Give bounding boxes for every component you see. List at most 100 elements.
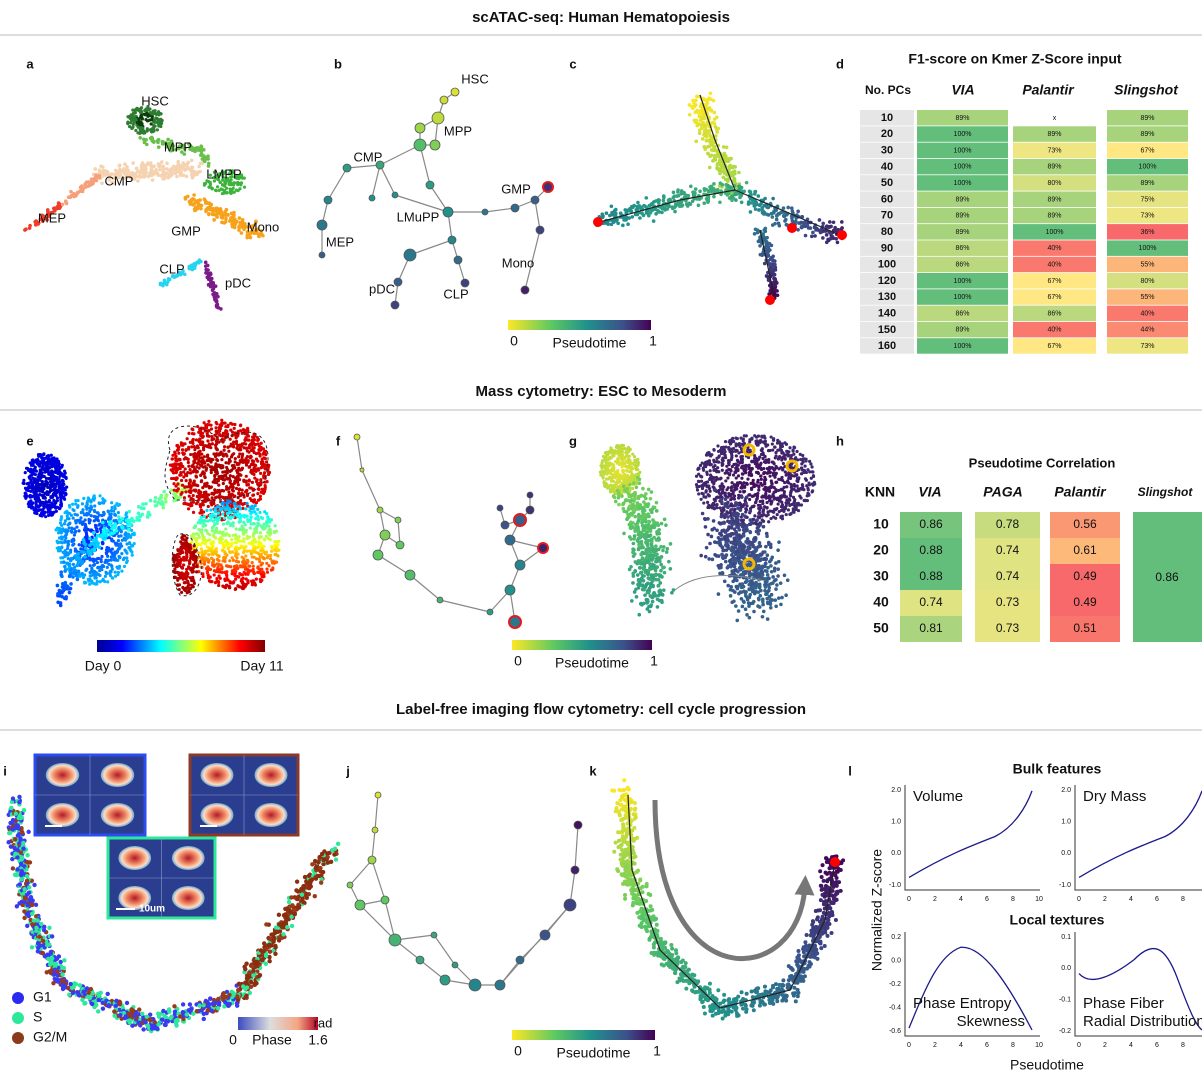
cell-dot bbox=[219, 450, 222, 453]
cell-dot bbox=[179, 471, 182, 474]
cell-dot bbox=[140, 126, 143, 129]
cell-dot bbox=[162, 490, 166, 494]
cell-dot bbox=[129, 121, 132, 124]
cell-dot bbox=[211, 442, 214, 445]
cell-dot bbox=[195, 502, 198, 505]
cell-dot bbox=[242, 527, 245, 530]
cell-dot bbox=[240, 224, 244, 228]
cell-dot bbox=[783, 219, 787, 223]
cell-dot bbox=[212, 468, 215, 471]
cell-dot bbox=[811, 231, 815, 235]
cell-dot bbox=[259, 531, 262, 534]
cell-dot bbox=[120, 570, 123, 573]
cell-dot bbox=[698, 131, 702, 135]
cell-dot bbox=[189, 453, 192, 456]
cell-dot bbox=[226, 496, 229, 499]
cell-dot bbox=[216, 505, 219, 508]
cell-dot bbox=[716, 163, 720, 167]
cell-dot bbox=[157, 110, 160, 113]
cell-dot bbox=[652, 219, 656, 223]
cell-dot bbox=[200, 551, 203, 554]
cell-dot bbox=[87, 498, 90, 501]
cell-dot bbox=[161, 177, 165, 181]
cell-dot bbox=[249, 456, 252, 459]
cell-dot bbox=[267, 518, 270, 521]
cell-dot bbox=[230, 455, 233, 458]
cell-dot bbox=[203, 542, 206, 545]
cell-dot bbox=[657, 201, 661, 205]
cell-dot bbox=[207, 162, 211, 166]
cell-dot bbox=[238, 444, 241, 447]
cell-dot bbox=[175, 471, 178, 474]
cell-dot bbox=[202, 472, 205, 475]
cell-dot bbox=[187, 507, 190, 510]
cell-dot bbox=[78, 189, 82, 193]
cell-dot bbox=[157, 163, 161, 167]
cell-dot bbox=[231, 569, 234, 572]
cell-dot bbox=[229, 470, 232, 473]
cell-dot bbox=[221, 489, 224, 492]
cell-dot bbox=[191, 203, 195, 207]
cell-dot bbox=[694, 99, 698, 103]
cell-dot bbox=[675, 194, 679, 198]
cell-dot bbox=[206, 557, 209, 560]
cell-dot bbox=[123, 533, 126, 536]
cell-dot bbox=[626, 222, 630, 226]
cell-dot bbox=[215, 430, 218, 433]
cell-dot bbox=[220, 458, 223, 461]
cell-dot bbox=[172, 492, 176, 496]
cell-dot bbox=[45, 480, 48, 483]
cell-dot bbox=[269, 531, 272, 534]
cell-dot bbox=[240, 231, 244, 235]
cell-dot bbox=[185, 571, 188, 574]
cell-dot bbox=[197, 489, 200, 492]
cell-dot bbox=[117, 539, 120, 542]
cell-dot bbox=[250, 487, 253, 490]
cell-dot bbox=[197, 533, 200, 536]
cell-dot bbox=[208, 568, 211, 571]
cell-dot bbox=[216, 185, 219, 188]
cell-dot bbox=[724, 178, 728, 182]
cell-dot bbox=[277, 549, 280, 552]
cell-dot bbox=[157, 118, 160, 121]
cell-dot bbox=[238, 521, 241, 524]
cell-dot bbox=[242, 551, 245, 554]
cell-dot bbox=[165, 162, 169, 166]
cell-dot bbox=[182, 470, 185, 473]
cell-dot bbox=[234, 481, 237, 484]
cell-dot bbox=[41, 501, 44, 504]
cell-dot bbox=[52, 492, 55, 495]
cell-dot bbox=[177, 562, 180, 565]
cell-dot bbox=[118, 520, 122, 524]
cell-dot bbox=[216, 522, 219, 525]
cell-dot bbox=[200, 547, 203, 550]
cell-dot bbox=[57, 464, 60, 467]
cell-dot bbox=[216, 303, 220, 307]
cell-dot bbox=[173, 451, 176, 454]
cell-dot bbox=[251, 481, 254, 484]
cell-dot bbox=[712, 195, 716, 199]
cell-dot bbox=[116, 573, 119, 576]
cell-dot bbox=[708, 166, 712, 170]
cell-dot bbox=[698, 123, 702, 127]
cell-dot bbox=[133, 173, 137, 177]
cell-dot bbox=[204, 550, 207, 553]
cell-dot bbox=[241, 454, 244, 457]
cell-dot bbox=[205, 567, 208, 570]
figure: scATAC-seq: Human HematopoiesisMass cyto… bbox=[0, 0, 1202, 1074]
cell-dot bbox=[61, 464, 64, 467]
cell-dot bbox=[59, 604, 63, 608]
cell-dot bbox=[223, 210, 227, 214]
cell-dot bbox=[246, 427, 249, 430]
cell-dot bbox=[221, 508, 224, 511]
cell-dot bbox=[200, 508, 203, 511]
cell-dot bbox=[233, 427, 236, 430]
cell-dot bbox=[217, 429, 220, 432]
cell-dot bbox=[676, 188, 680, 192]
cell-dot bbox=[196, 425, 199, 428]
cell-dot bbox=[68, 591, 72, 595]
cell-dot bbox=[110, 512, 113, 515]
cell-dot bbox=[99, 580, 102, 583]
cell-dot bbox=[204, 261, 208, 265]
cell-dot bbox=[275, 540, 278, 543]
